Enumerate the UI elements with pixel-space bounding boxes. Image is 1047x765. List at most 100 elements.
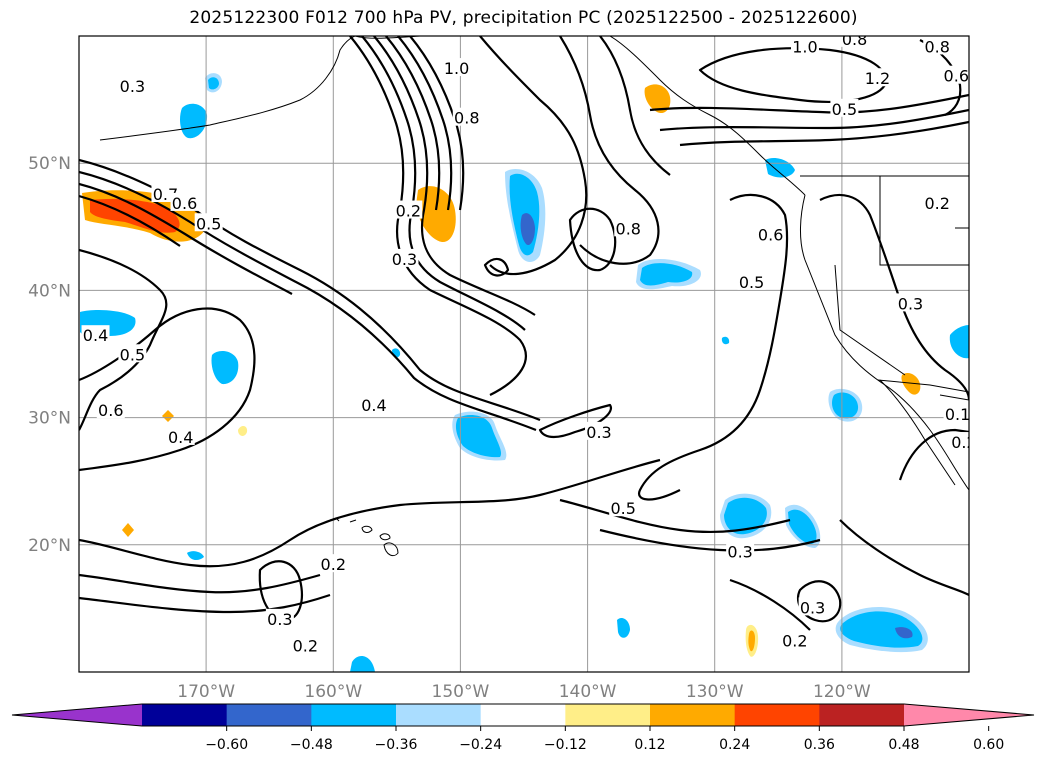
contour-label: 0.2 bbox=[924, 194, 949, 213]
pv-contour bbox=[79, 194, 181, 247]
colorbar-swatch bbox=[311, 704, 397, 726]
precipitation-shading bbox=[80, 73, 969, 672]
contour-label-background bbox=[923, 192, 952, 211]
mexico-border bbox=[877, 379, 969, 393]
pv-contours bbox=[79, 36, 969, 631]
colorbar-swatch bbox=[650, 704, 736, 726]
contour-label-background bbox=[896, 293, 925, 312]
precip-positive-area bbox=[122, 523, 134, 537]
contour-label: 1.2 bbox=[865, 69, 890, 88]
pv-contour bbox=[599, 528, 821, 552]
pv-contour bbox=[373, 36, 536, 316]
precip-negative-area bbox=[617, 618, 630, 638]
colorbar-swatch bbox=[480, 704, 566, 726]
contour-label-background bbox=[780, 630, 809, 649]
state-border bbox=[879, 176, 969, 266]
contour-label-background bbox=[585, 421, 614, 440]
pv-contour bbox=[79, 593, 331, 614]
contour-label-background bbox=[452, 107, 481, 126]
longitude-tick-label: 160°W bbox=[304, 682, 362, 702]
colorbar-swatch bbox=[819, 704, 905, 726]
contour-label: 0.5 bbox=[196, 214, 221, 233]
colorbar-tick-label: −0.48 bbox=[290, 737, 333, 753]
pv-contour bbox=[483, 257, 510, 277]
colorbar-swatch bbox=[142, 704, 228, 726]
precip-negative-area bbox=[187, 551, 204, 561]
contour-label: 0.5 bbox=[120, 345, 145, 364]
contour-label: 0.2 bbox=[293, 637, 318, 656]
contour-label-background bbox=[96, 400, 125, 419]
latitude-tick-label: 40°N bbox=[28, 281, 71, 301]
contour-label: 0.6 bbox=[98, 401, 123, 420]
contour-label: 1.0 bbox=[792, 37, 817, 56]
colorbar-tick-label: 0.24 bbox=[719, 737, 750, 753]
precip-negative-core bbox=[895, 627, 913, 639]
contour-label: 1.0 bbox=[444, 59, 469, 78]
contour-label-background bbox=[830, 98, 859, 117]
colorbar-swatch bbox=[565, 704, 651, 726]
colorbar-swatch bbox=[734, 704, 820, 726]
contour-label-background bbox=[949, 432, 969, 451]
pv-contour bbox=[79, 248, 168, 431]
colorbar-tick-label: −0.24 bbox=[459, 737, 502, 753]
contour-label: 0.5 bbox=[832, 100, 857, 119]
pv-contour bbox=[79, 307, 256, 472]
contour-label: 0.8 bbox=[616, 219, 641, 238]
pv-contour bbox=[729, 578, 811, 631]
pv-contour bbox=[559, 498, 791, 534]
colorbar-tick-label: 0.60 bbox=[973, 737, 1004, 753]
map-title: 2025122300 F012 700 hPa PV, precipitatio… bbox=[189, 8, 858, 28]
pv-contour bbox=[679, 120, 969, 147]
contour-label: 0.3 bbox=[727, 542, 752, 561]
precip-negative-area bbox=[788, 509, 817, 544]
contour-label: 0.4 bbox=[361, 396, 386, 415]
pv-contour bbox=[538, 403, 613, 439]
precip-negative-area bbox=[832, 392, 859, 419]
contour-label: 0.8 bbox=[924, 37, 949, 56]
latitude-tick-labels: 50°N 40°N 30°N 20°N bbox=[28, 154, 71, 556]
contour-label-background bbox=[291, 635, 320, 654]
contour-label-background bbox=[442, 58, 471, 77]
contour-label-background bbox=[798, 597, 827, 616]
precip-positive-area bbox=[238, 426, 248, 436]
colorbar-tick-label: 0.36 bbox=[804, 737, 835, 753]
alaska-coastline bbox=[609, 36, 806, 196]
contour-label-background bbox=[609, 498, 638, 517]
precip-positive-core bbox=[748, 630, 755, 652]
state-border bbox=[834, 264, 906, 376]
colorbar-extend-min bbox=[12, 704, 142, 726]
contour-label: 0.6 bbox=[172, 194, 197, 213]
contour-label-background bbox=[81, 325, 110, 344]
contour-label-background bbox=[319, 554, 348, 573]
contour-label: 0.3 bbox=[392, 250, 417, 269]
colorbar-tick-label: −0.60 bbox=[205, 737, 248, 753]
map-content: 0.31.00.81.0 0.81.20.80.60.50.70.60.50.20… bbox=[79, 36, 969, 672]
contour-label-background bbox=[790, 36, 819, 55]
precip-negative-area bbox=[208, 77, 219, 90]
pv-contour bbox=[79, 458, 661, 568]
precip-negative-area bbox=[724, 497, 767, 535]
precip-positive-area bbox=[901, 373, 921, 395]
pv-contour bbox=[79, 182, 293, 295]
contour-label-background bbox=[394, 200, 423, 219]
map-frame-border bbox=[78, 35, 970, 673]
precip-negative-area bbox=[840, 611, 923, 648]
contour-label-background bbox=[726, 541, 755, 560]
latitude-tick-label: 20°N bbox=[28, 536, 71, 556]
pv-contour bbox=[637, 193, 789, 501]
contour-label-background bbox=[118, 344, 147, 363]
contour-label-background bbox=[756, 224, 785, 243]
contour-label: 0.3 bbox=[586, 423, 611, 442]
pv-contour bbox=[397, 36, 453, 211]
longitude-tick-label: 170°W bbox=[177, 682, 235, 702]
contour-label: 0.2 bbox=[321, 555, 346, 574]
contour-label: 0.3 bbox=[120, 77, 145, 96]
contour-label: 0.3 bbox=[898, 294, 923, 313]
contour-label-background bbox=[170, 192, 199, 211]
contour-label: 0.2 bbox=[782, 631, 807, 650]
contour-label: 0.6 bbox=[944, 67, 969, 86]
contour-label: 0.8 bbox=[454, 109, 479, 128]
precip-negative-area bbox=[180, 103, 208, 139]
longitude-tick-label: 140°W bbox=[559, 682, 617, 702]
